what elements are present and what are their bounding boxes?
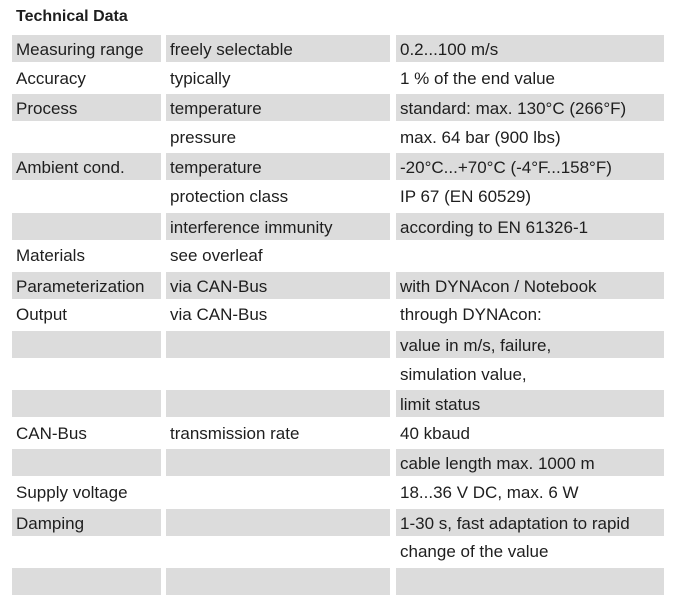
table-cell: -20°C...+70°C (-4°F...158°F) (396, 153, 664, 181)
table-cell: max. 64 bar (900 lbs) (400, 127, 561, 147)
table-cell: Damping (12, 508, 161, 536)
table-cell: Parameterization (12, 271, 161, 299)
table-cell (12, 330, 161, 358)
table-cell: Ambient cond. (12, 153, 161, 181)
table-cell: with DYNAcon / Notebook (396, 271, 664, 299)
table-cell (166, 508, 390, 536)
table-cell: 18...36 V DC, max. 6 W (400, 482, 579, 502)
table-cell: cable length max. 1000 m (396, 449, 664, 477)
table-row: interference immunity according to EN 613… (12, 212, 664, 242)
table-cell: typically (170, 68, 231, 88)
table-cell (12, 182, 161, 212)
table-cell: Measuring range (12, 35, 161, 62)
table-cell: transmission rate (170, 423, 300, 443)
table-cell: CAN-Bus (16, 423, 87, 443)
table-cell (396, 241, 664, 271)
table-cell: Output (16, 305, 68, 325)
table-cell: simulation value, (400, 364, 527, 384)
table-cell: 1-30 s, fast adaptation to rapid (396, 508, 664, 536)
table-cell: via CAN-Bus (166, 271, 390, 299)
table-cell: temperature (166, 94, 390, 122)
table-row: Measuring range freely selectable 0.2...10… (12, 34, 664, 64)
table-cell: temperature (166, 153, 390, 181)
table-cell: via CAN-Bus (170, 305, 268, 325)
table-row: Supply voltage 18...36 V DC, max. 6 W (12, 478, 664, 508)
table-row: Accuracy typically 1 % of the end value (12, 64, 664, 94)
table-cell: value in m/s, failure, (396, 330, 664, 358)
table-cell: limit status (396, 390, 664, 418)
table-row: pressure max. 64 bar (900 lbs) (12, 123, 664, 153)
table-cell (12, 537, 161, 567)
table-row: Process temperature standard: max. 130°C (… (12, 93, 664, 123)
table-cell: IP 67 (EN 60529) (400, 186, 532, 206)
table-row: change of the value (12, 537, 664, 567)
table-cell: see overleaf (170, 246, 263, 266)
table-cell: freely selectable (166, 35, 390, 62)
table-cell (12, 449, 161, 477)
table-cell: 40 kbaud (400, 423, 470, 443)
table-cell: protection class (170, 186, 289, 206)
table-row: Materials see overleaf (12, 241, 664, 271)
table-cell (12, 212, 161, 240)
table-cell (166, 567, 390, 595)
table-cell (12, 567, 161, 595)
table-row: simulation value, (12, 360, 664, 390)
table-row: Damping 1-30 s, fast adaptation to rapid (12, 508, 664, 538)
table-cell (166, 537, 390, 567)
technical-data-table: Measuring range freely selectable 0.2...10… (12, 34, 664, 596)
table-cell (12, 123, 161, 153)
table-cell: 1 % of the end value (400, 68, 556, 88)
table-cell (166, 330, 390, 358)
table-row: cable length max. 1000 m (12, 448, 664, 478)
table-cell (166, 390, 390, 418)
table-row: limit status (12, 389, 664, 419)
table-cell (12, 390, 161, 418)
table-cell: standard: max. 130°C (266°F) (396, 94, 664, 122)
table-cell: through DYNAcon: (400, 305, 542, 325)
table-cell: pressure (170, 127, 237, 147)
table-cell: Supply voltage (16, 482, 128, 502)
table-cell: according to EN 61326-1 (396, 212, 664, 240)
table-cell (166, 360, 390, 390)
table-row: CAN-Bus transmission rate 40 kbaud (12, 419, 664, 449)
table-row (12, 567, 664, 597)
table-cell: change of the value (400, 542, 549, 562)
table-cell (166, 449, 390, 477)
table-row: protection class IP 67 (EN 60529) (12, 182, 664, 212)
table-cell: Process (12, 94, 161, 122)
table-cell (12, 360, 161, 390)
table-cell: Accuracy (16, 68, 86, 88)
table-cell: 0.2...100 m/s (396, 35, 664, 62)
table-row: Output via CAN-Bus through DYNAcon: (12, 300, 664, 330)
table-row: Parameterization via CAN-Bus with DYNAcon … (12, 271, 664, 301)
title: Technical Data (16, 8, 128, 25)
table-cell (396, 567, 664, 595)
table-row: value in m/s, failure, (12, 330, 664, 360)
table-row: Ambient cond. temperature -20°C...+70°C (-… (12, 152, 664, 182)
table-cell: interference immunity (166, 212, 390, 240)
table-cell (166, 478, 390, 508)
table-cell: Materials (16, 246, 85, 266)
